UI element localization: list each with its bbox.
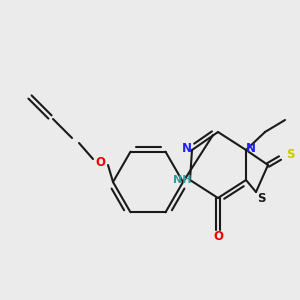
Text: N: N: [182, 142, 192, 154]
Text: O: O: [213, 230, 223, 244]
Text: NH: NH: [173, 175, 191, 185]
Text: N: N: [246, 142, 256, 154]
Text: S: S: [257, 191, 265, 205]
Text: S: S: [286, 148, 294, 161]
Text: O: O: [95, 157, 105, 169]
